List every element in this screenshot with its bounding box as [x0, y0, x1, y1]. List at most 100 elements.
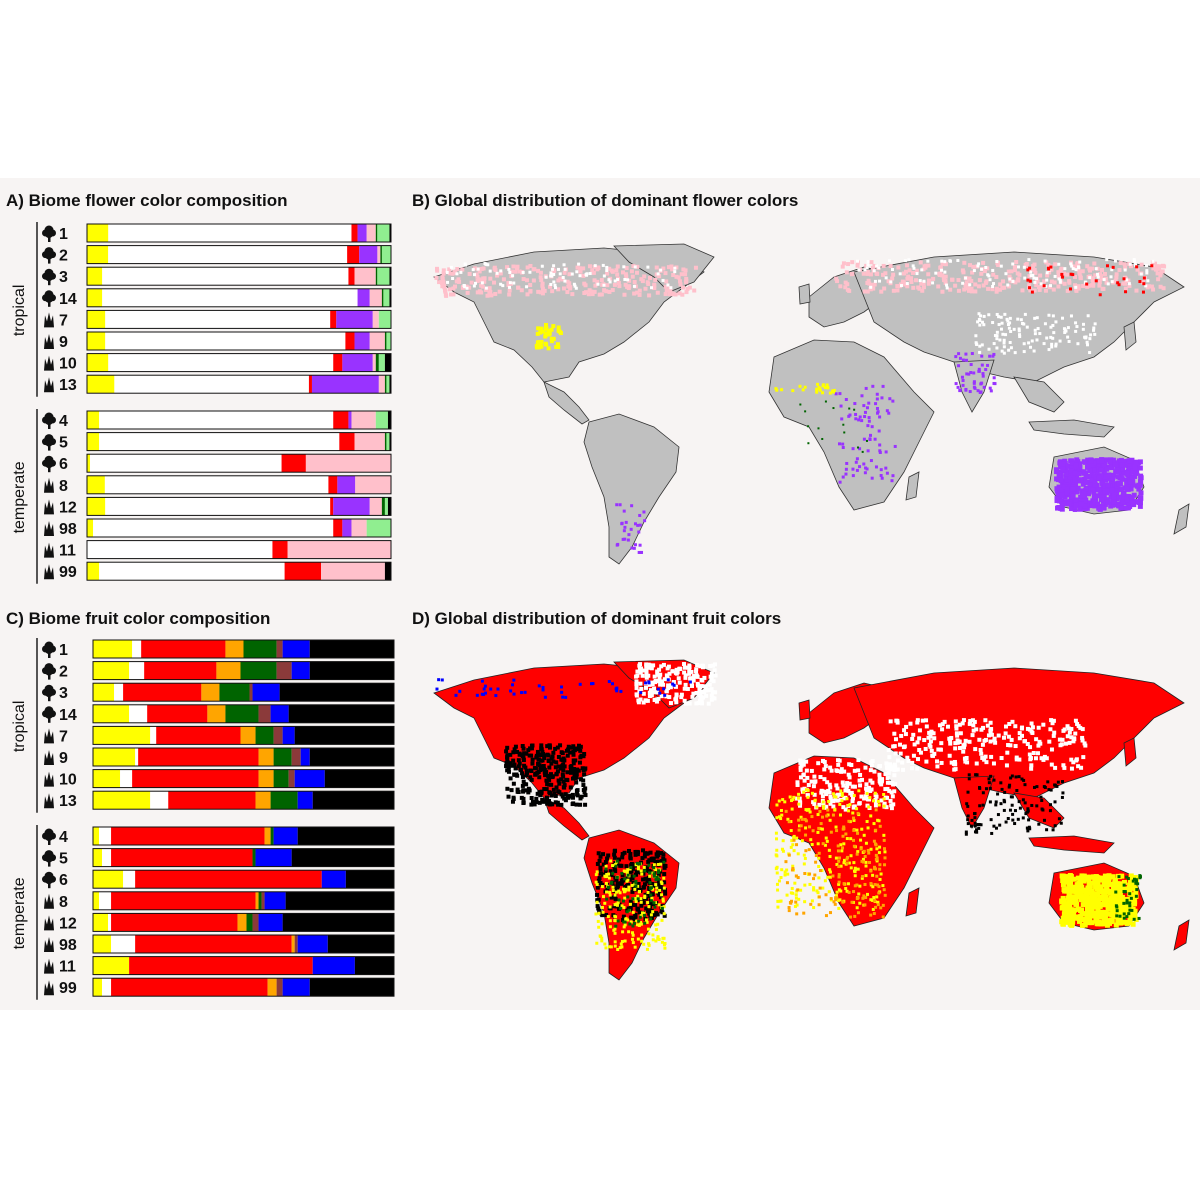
bar-segment [258, 704, 271, 723]
bar-outline [92, 826, 395, 846]
biome-label: 4 [59, 413, 68, 430]
bar-segment [378, 353, 385, 372]
bar-segment [375, 411, 388, 429]
grass-icon [44, 937, 54, 952]
bar-segment [87, 310, 106, 329]
bar-outline [92, 682, 395, 702]
bar-segment [129, 956, 313, 975]
bar-segment [294, 935, 298, 953]
biome-label: 2 [59, 664, 68, 681]
bar-segment [201, 683, 220, 702]
bar-outline [92, 869, 395, 889]
bar-row-1 [86, 223, 392, 243]
biome-label: 7 [59, 728, 68, 745]
bar-segment [93, 683, 115, 702]
bar-row-11 [86, 540, 392, 560]
bar-segment [144, 661, 217, 680]
bar-segment [270, 827, 274, 845]
bar-segment [87, 540, 273, 559]
bar-segment [93, 978, 103, 997]
bar-segment [273, 726, 283, 745]
bar-outline [92, 747, 395, 767]
grass-icon [44, 728, 54, 744]
bar-segment [342, 353, 373, 372]
bar-row-99 [92, 977, 395, 997]
biome-label: 9 [59, 334, 68, 351]
tree-icon [42, 225, 56, 242]
bar-segment [386, 432, 390, 451]
bar-segment [255, 848, 292, 867]
biome-label: 1 [59, 226, 68, 243]
bar-segment [291, 661, 310, 680]
land-southeast-asia [1013, 376, 1065, 413]
bar-segment [168, 791, 256, 810]
biome-label: 13 [59, 793, 77, 810]
bar-segment [102, 978, 112, 997]
land-new-zealand [1173, 503, 1190, 535]
biome-label: 12 [59, 499, 77, 516]
bar-segment [305, 454, 391, 473]
bar-segment [99, 432, 340, 451]
bar-segment [273, 748, 292, 766]
bar-row-10 [92, 769, 395, 789]
bar-row-8 [86, 475, 392, 495]
bar-row-6 [92, 869, 395, 889]
bar-segment [273, 769, 289, 788]
grass-icon [44, 499, 54, 515]
biome-label: 3 [59, 685, 68, 702]
bar-segment [87, 454, 91, 473]
bar-segment [111, 848, 253, 867]
bar-row-99 [86, 561, 392, 581]
bar-segment [378, 310, 391, 329]
bar-segment [312, 791, 394, 810]
biome-label: 10 [59, 772, 77, 789]
bar-segment [272, 540, 288, 559]
bar-segment [309, 661, 394, 680]
bar-segment [252, 683, 280, 702]
bar-segment [297, 827, 394, 845]
bar-row-11 [92, 956, 395, 976]
bar-segment [87, 267, 103, 286]
bar-segment [93, 956, 130, 975]
bar-segment [93, 891, 100, 910]
bar-segment [150, 791, 169, 810]
bar-segment [93, 827, 100, 845]
bar-outline [92, 639, 395, 659]
bar-outline [86, 374, 392, 394]
bar-segment [308, 375, 312, 394]
tree-icon [42, 850, 56, 867]
bar-segment [378, 375, 385, 394]
bar-outline [86, 475, 392, 495]
bar-outline [86, 432, 392, 452]
bar-segment [389, 432, 391, 451]
bar-segment [111, 891, 256, 910]
bar-outline [86, 410, 392, 430]
tree-icon [42, 871, 56, 889]
land-indonesia [1028, 835, 1115, 854]
grass-icon [44, 312, 54, 328]
bar-row-14 [92, 704, 395, 724]
bar-segment [243, 640, 277, 658]
bar-segment [87, 353, 109, 372]
tree-icon [42, 412, 56, 429]
bar-segment [87, 497, 106, 516]
bar-segment [87, 288, 103, 307]
bar-segment [324, 769, 394, 788]
bar-segment [337, 475, 356, 494]
panel-a-title: A) Biome flower color composition [6, 191, 288, 210]
bar-row-6 [86, 453, 392, 473]
biome-label: 99 [59, 564, 77, 581]
biome-label: 98 [59, 521, 77, 538]
group-label-temperate: temperate [11, 461, 28, 533]
bar-segment [291, 748, 301, 766]
bar-segment [321, 870, 346, 889]
grass-icon [44, 893, 54, 909]
bar-outline [86, 561, 392, 581]
bar-segment [375, 267, 378, 286]
bar-segment [389, 288, 391, 307]
biome-label: 4 [59, 829, 68, 846]
bar-segment [258, 748, 274, 766]
bar-segment [249, 683, 253, 702]
bar-segment [342, 519, 352, 537]
bar-segment [387, 411, 391, 429]
